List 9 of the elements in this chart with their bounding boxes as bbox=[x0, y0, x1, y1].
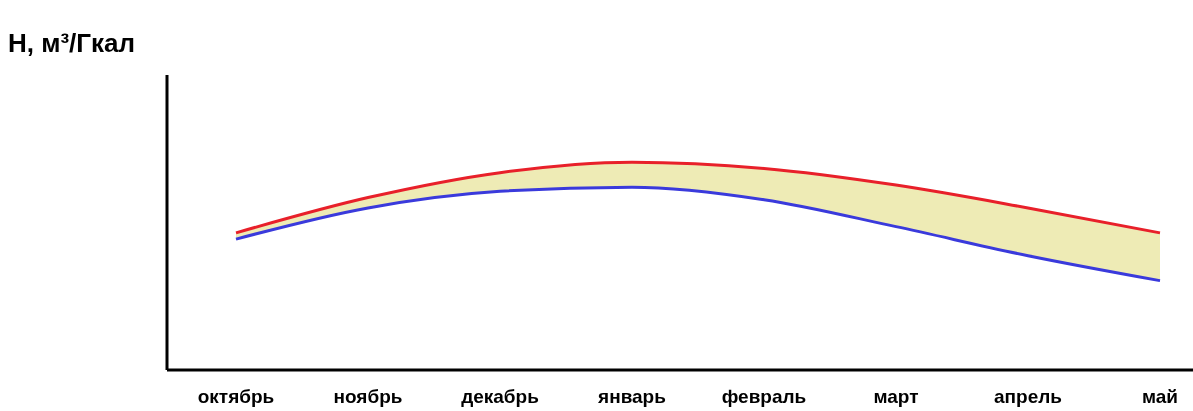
x-tick-label: октябрь bbox=[197, 386, 275, 408]
x-tick-label: февраль bbox=[721, 386, 807, 408]
x-tick-label: декабрь bbox=[461, 386, 539, 408]
x-tick-label: январь bbox=[597, 386, 666, 408]
x-tick-label: ноябрь bbox=[333, 386, 403, 408]
y-axis-title: H, м³/Гкал bbox=[8, 28, 136, 59]
x-tick-label: май bbox=[1141, 386, 1179, 408]
x-tick-label: апрель bbox=[994, 386, 1062, 408]
x-tick-label: март bbox=[873, 386, 919, 408]
